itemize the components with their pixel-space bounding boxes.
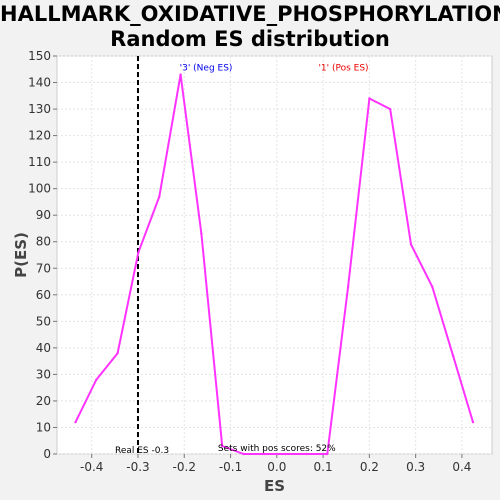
x-tick-label: 0.0 xyxy=(267,460,286,474)
y-tick-label: 120 xyxy=(28,129,51,143)
data-point xyxy=(451,354,455,358)
x-tick-label: 0.3 xyxy=(406,460,425,474)
data-point xyxy=(409,243,413,246)
data-point xyxy=(284,452,287,456)
y-tick-label: 50 xyxy=(36,314,51,328)
data-point xyxy=(221,444,224,448)
series-line xyxy=(74,73,474,455)
data-point xyxy=(368,97,371,100)
data-point xyxy=(471,420,475,424)
data-point xyxy=(158,195,161,198)
x-tick-label: 0.2 xyxy=(360,460,379,474)
y-axis-label: P(ES) xyxy=(12,232,30,278)
real-es-label: Real ES -0.3 xyxy=(115,446,169,456)
y-tick-label: 10 xyxy=(36,420,51,434)
y-tick-label: 100 xyxy=(28,182,51,196)
data-point xyxy=(74,420,77,424)
y-tick-label: 90 xyxy=(36,208,51,222)
data-point xyxy=(200,232,203,235)
data-point xyxy=(431,285,434,289)
data-point xyxy=(137,251,140,254)
x-axis-label: ES xyxy=(264,477,285,495)
series-group xyxy=(74,73,475,456)
x-tick-label: -0.3 xyxy=(126,460,149,474)
data-point xyxy=(179,73,182,76)
data-point xyxy=(242,452,245,456)
neg-es-label: '3' (Neg ES) xyxy=(180,64,233,74)
chart-title-line-2: Random ES distribution xyxy=(110,27,390,51)
y-tick-label: 20 xyxy=(36,394,51,408)
chart-title: HALLMARK_OXIDATIVE_PHOSPHORYLATION: Rand… xyxy=(0,2,500,52)
data-point xyxy=(346,285,350,289)
y-tick-label: 110 xyxy=(28,155,51,169)
x-axis-ticks: -0.4 -0.3 -0.2 -0.1 0.0 0.1 0.2 0.3 0.4 xyxy=(80,454,471,474)
x-tick-label: -0.2 xyxy=(173,460,196,474)
chart-title-line-1: HALLMARK_OXIDATIVE_PHOSPHORYLATION: xyxy=(0,2,500,26)
plot-area xyxy=(56,55,493,455)
pos-scores-label: Sets with pos scores: 52% xyxy=(218,444,336,454)
x-tick-label: 0.4 xyxy=(452,460,471,474)
y-axis-ticks: 0 10 20 30 40 50 60 70 80 90 100 110 120 130 140 150 xyxy=(28,49,57,461)
y-tick-label: 80 xyxy=(36,235,51,249)
x-tick-label: -0.4 xyxy=(80,460,103,474)
data-point xyxy=(116,351,119,355)
x-tick-label: 0.1 xyxy=(314,460,333,474)
y-tick-label: 0 xyxy=(43,447,51,461)
y-tick-label: 130 xyxy=(28,102,51,116)
data-point xyxy=(305,452,308,456)
data-point xyxy=(95,378,98,381)
data-point xyxy=(388,107,392,111)
y-tick-label: 60 xyxy=(36,288,51,302)
y-tick-label: 70 xyxy=(36,261,51,275)
data-point xyxy=(326,452,329,456)
y-tick-label: 150 xyxy=(28,49,51,63)
y-tick-label: 140 xyxy=(28,76,51,90)
data-point xyxy=(263,452,266,456)
pos-es-label: '1' (Pos ES) xyxy=(318,64,368,74)
x-tick-label: -0.1 xyxy=(219,460,242,474)
y-tick-label: 30 xyxy=(36,367,51,381)
y-tick-label: 40 xyxy=(36,341,51,355)
